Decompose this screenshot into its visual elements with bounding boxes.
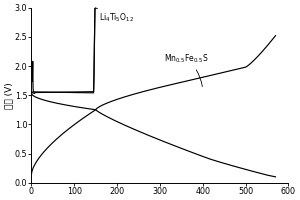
Y-axis label: 电压 (V): 电压 (V) bbox=[4, 82, 13, 109]
Text: Mn$_{0.5}$Fe$_{0.5}$S: Mn$_{0.5}$Fe$_{0.5}$S bbox=[164, 52, 209, 87]
Text: Li$_4$Ti$_5$O$_{12}$: Li$_4$Ti$_5$O$_{12}$ bbox=[95, 8, 134, 24]
